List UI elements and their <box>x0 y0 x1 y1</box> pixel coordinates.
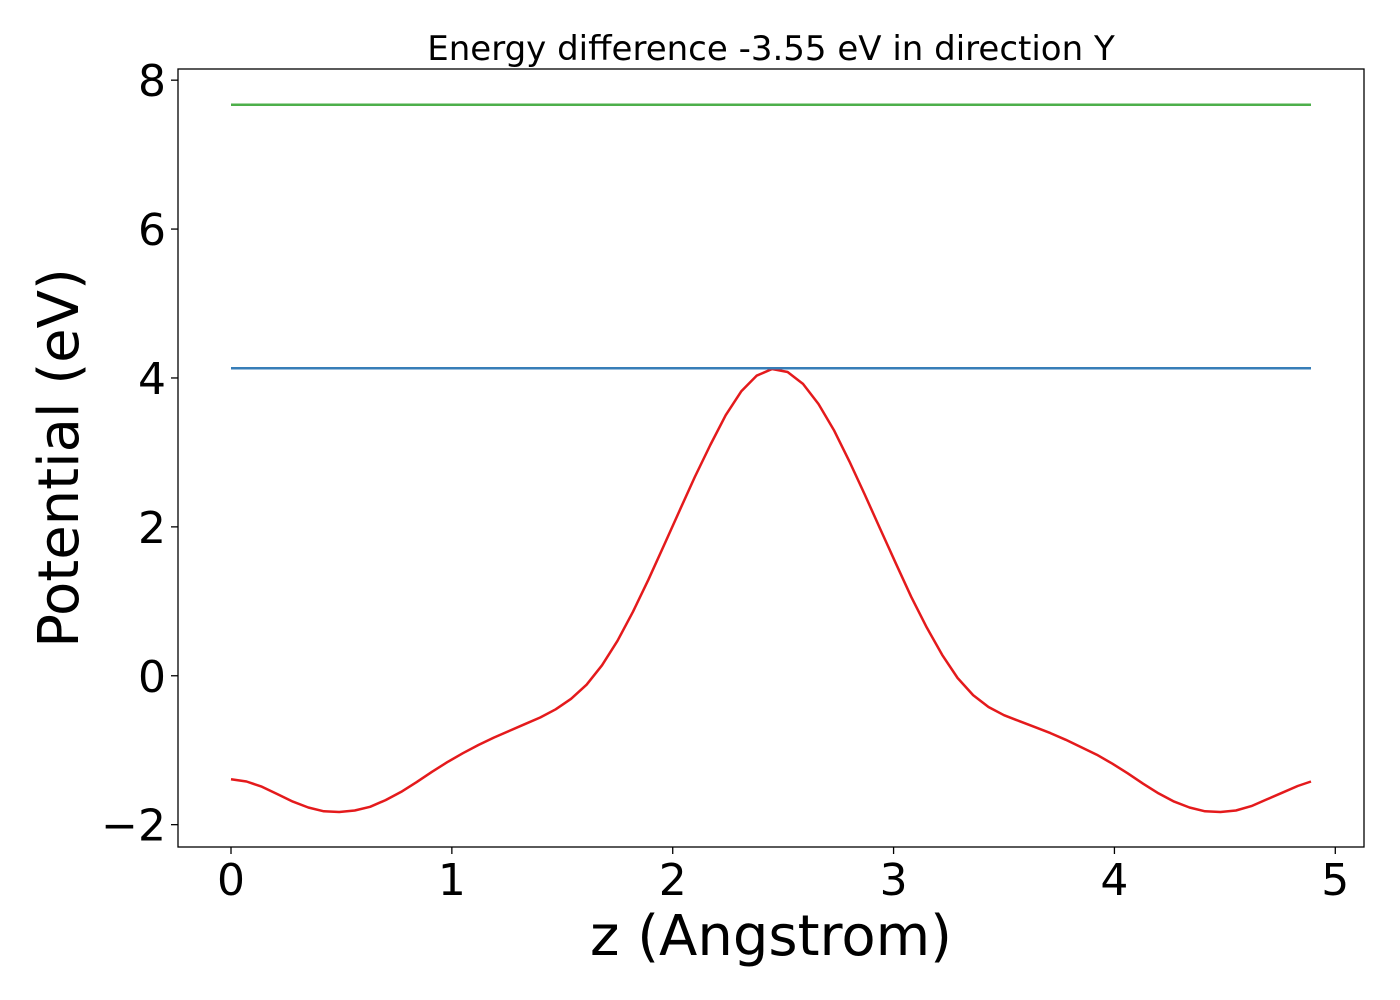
x-tick-label: 3 <box>880 855 908 906</box>
y-tick-label: −2 <box>101 801 166 852</box>
plot-area <box>230 103 1312 814</box>
y-tick-label: 4 <box>138 354 166 405</box>
y-tick-label: 0 <box>138 652 166 703</box>
x-tick-label: 4 <box>1100 855 1128 906</box>
y-axis-title: Potential (eV) <box>27 268 92 648</box>
y-tick-label: 6 <box>138 205 166 256</box>
x-tick-label: 5 <box>1321 855 1349 906</box>
series-line-1 <box>230 367 1312 814</box>
axes-frame <box>177 68 1365 848</box>
y-tick-label: 8 <box>138 56 166 107</box>
x-tick-label: 2 <box>659 855 687 906</box>
x-tick-label: 1 <box>438 855 466 906</box>
y-axis: −2 0 2 4 6 8 <box>101 56 178 852</box>
chart-title: Energy difference -3.55 eV in direction … <box>427 29 1115 69</box>
y-tick-label: 2 <box>138 503 166 554</box>
x-axis-title: z (Angstrom) <box>590 904 952 969</box>
x-tick-label: 0 <box>217 855 245 906</box>
x-axis: 0 1 2 3 4 5 <box>217 847 1349 906</box>
